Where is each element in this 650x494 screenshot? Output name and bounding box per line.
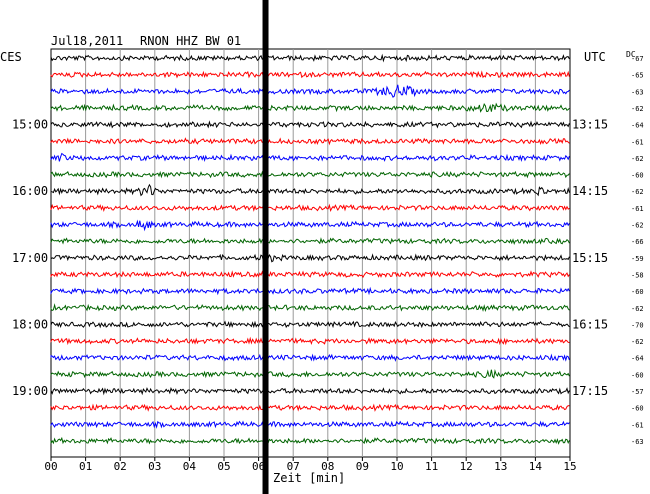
dc-offset-label: -62 [631, 188, 644, 196]
x-tick-label: 02 [114, 460, 127, 473]
dc-offset-label: -61 [631, 205, 644, 213]
right-zone-label: UTC [584, 50, 606, 64]
left-time-label: 16:00 [12, 184, 48, 198]
trace-row-5 [50, 137, 570, 146]
left-time-label: 18:00 [12, 317, 48, 331]
x-tick-label: 05 [217, 460, 230, 473]
dc-offset-label: -58 [631, 271, 644, 279]
x-tick-label: 00 [44, 460, 57, 473]
dc-offset-label: -62 [631, 338, 644, 346]
x-tick-label: 01 [79, 460, 92, 473]
x-tick-label: 07 [287, 460, 300, 473]
x-tick-label: 04 [183, 460, 197, 473]
left-time-label: 17:00 [12, 251, 48, 265]
x-tick-label: 12 [460, 460, 473, 473]
dc-offset-label: -63 [631, 88, 644, 96]
trace-row-12 [50, 251, 570, 263]
dc-offset-label: -66 [631, 238, 644, 246]
trace-row-9 [50, 203, 570, 213]
dc-offset-label: -64 [631, 122, 644, 130]
dc-offset-label: -62 [631, 105, 644, 113]
trace-row-8 [50, 183, 570, 197]
x-tick-label: 06 [252, 460, 265, 473]
left-time-label: 19:00 [12, 384, 48, 398]
right-time-label: 15:15 [572, 251, 608, 265]
x-tick-label: 11 [425, 460, 438, 473]
trace-row-18 [50, 353, 570, 362]
trace-row-6 [50, 152, 570, 163]
x-tick-label: 09 [356, 460, 369, 473]
trace-row-17 [50, 336, 570, 346]
x-tick-label: 10 [390, 460, 403, 473]
right-time-label: 17:15 [572, 384, 608, 398]
trace-row-11 [50, 237, 570, 246]
trace-row-13 [50, 270, 570, 279]
dc-offset-label: -65 [631, 72, 644, 80]
event-marker [262, 0, 269, 494]
trace-row-22 [50, 420, 570, 429]
trace-row-7 [50, 170, 570, 179]
dc-offset-label: -62 [631, 155, 644, 163]
trace-row-21 [50, 403, 570, 412]
dc-offset-label: -60 [631, 288, 644, 296]
right-time-label: 13:15 [572, 118, 608, 132]
x-tick-label: 14 [529, 460, 543, 473]
dc-offset-label: -60 [631, 172, 644, 180]
dc-offset-label: -64 [631, 355, 644, 363]
trace-row-1 [50, 70, 570, 79]
dc-offset-label: -62 [631, 222, 644, 230]
x-axis-label: Zeit [min] [273, 471, 345, 485]
dc-offset-label: -61 [631, 138, 644, 146]
station-label: RNON HHZ BW 01 [140, 34, 241, 48]
x-tick-label: 13 [494, 460, 507, 473]
trace-row-10 [50, 219, 570, 232]
dc-offset-label: -60 [631, 405, 644, 413]
trace-row-23 [50, 436, 570, 445]
trace-row-3 [50, 102, 570, 113]
dc-offset-label: -63 [631, 438, 644, 446]
dc-offset-label: -61 [631, 421, 644, 429]
dc-label: DC [626, 50, 636, 59]
trace-row-0 [50, 53, 570, 63]
x-tick-label: 03 [148, 460, 161, 473]
dc-offset-label: -62 [631, 305, 644, 313]
trace-row-4 [50, 120, 570, 129]
dc-offset-label: -59 [631, 255, 644, 263]
trace-row-15 [50, 303, 570, 312]
trace-row-14 [50, 286, 570, 296]
x-tick-label: 08 [321, 460, 334, 473]
dc-offset-label: -60 [631, 371, 644, 379]
x-tick-label: 15 [563, 460, 576, 473]
plot-frame [50, 48, 571, 458]
left-time-label: 15:00 [12, 118, 48, 132]
dc-offset-label: -67 [631, 55, 644, 63]
dc-offset-label: -70 [631, 321, 644, 329]
dc-offset-label: -57 [631, 388, 644, 396]
right-time-label: 16:15 [572, 317, 608, 331]
trace-row-16 [50, 320, 570, 329]
trace-row-20 [50, 386, 570, 396]
trace-row-2 [50, 84, 570, 98]
date-label: Jul18,2011 [51, 34, 123, 48]
right-time-label: 14:15 [572, 184, 608, 198]
left-zone-label: CES [0, 50, 22, 64]
trace-row-19 [50, 369, 570, 379]
